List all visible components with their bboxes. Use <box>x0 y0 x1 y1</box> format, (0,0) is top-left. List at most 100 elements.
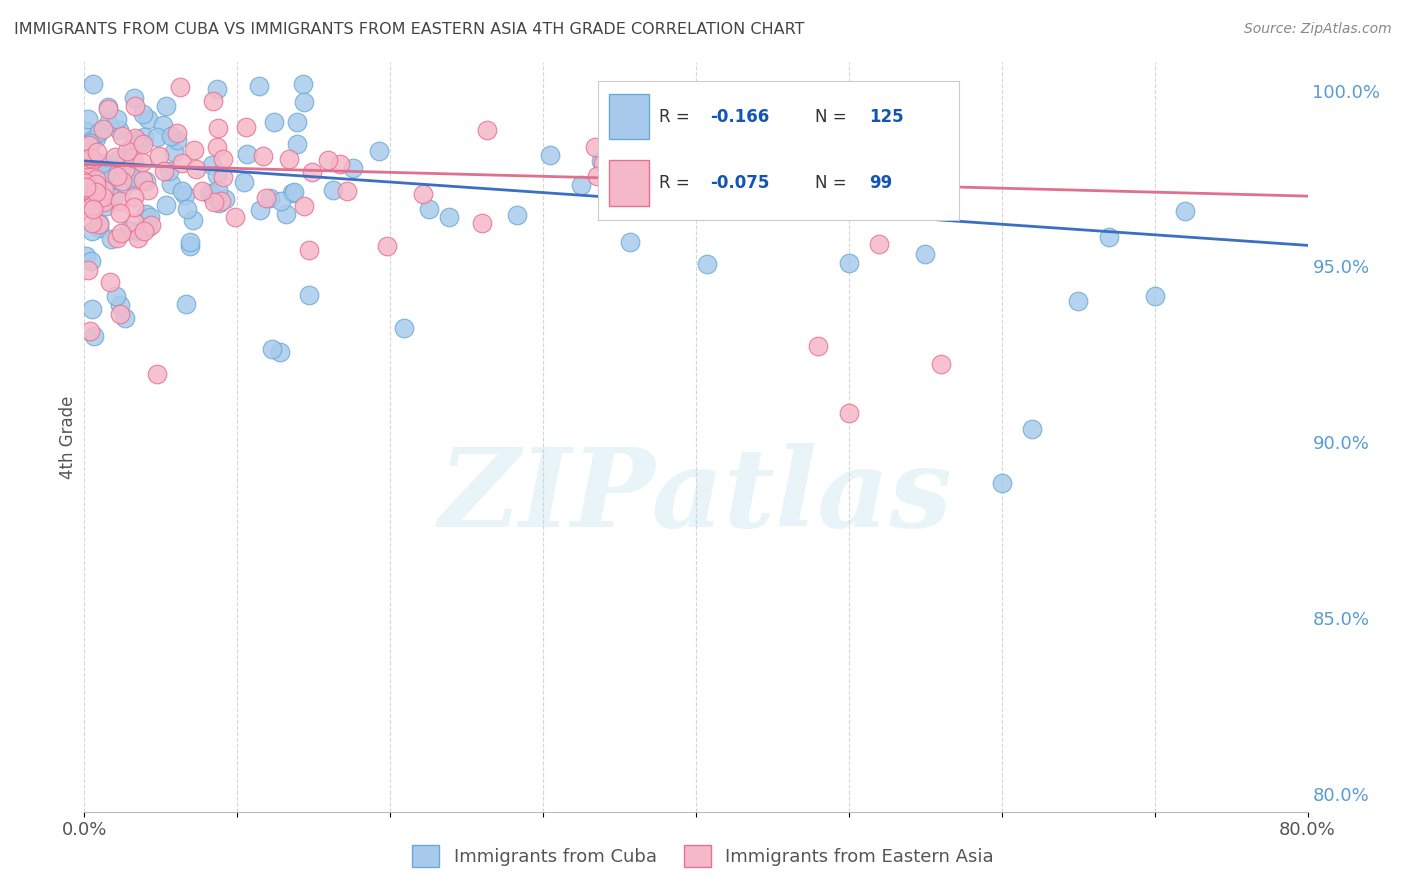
Point <box>368 144 391 158</box>
Point <box>269 345 291 359</box>
Point <box>79 136 101 151</box>
Point <box>139 219 162 233</box>
Point <box>103 191 125 205</box>
Point <box>191 184 214 198</box>
Legend: Immigrants from Cuba, Immigrants from Eastern Asia: Immigrants from Cuba, Immigrants from Ea… <box>405 838 1001 874</box>
Point <box>202 195 225 210</box>
Point <box>174 188 197 202</box>
Point <box>201 95 224 109</box>
Point <box>136 184 159 198</box>
Point <box>224 210 246 224</box>
Point <box>105 169 128 184</box>
Point <box>135 174 157 188</box>
Point <box>1098 230 1121 244</box>
Point <box>108 122 131 136</box>
Point <box>98 167 121 181</box>
Point <box>124 190 146 204</box>
Point <box>87 125 110 139</box>
Point <box>166 134 188 148</box>
Point <box>232 175 254 189</box>
Point <box>283 185 305 199</box>
Point <box>105 112 128 126</box>
Point <box>93 183 115 197</box>
Point <box>211 152 233 166</box>
Point <box>77 194 100 208</box>
Point <box>101 161 124 176</box>
Point <box>157 164 180 178</box>
Point <box>292 95 315 109</box>
Point <box>569 178 592 192</box>
Point <box>146 367 169 381</box>
Point <box>97 102 120 116</box>
Point <box>322 183 344 197</box>
Point <box>110 298 132 312</box>
Point <box>392 320 415 334</box>
Point <box>375 239 398 253</box>
Point <box>179 239 201 253</box>
Point <box>591 154 613 169</box>
Point <box>96 199 118 213</box>
Point <box>79 157 101 171</box>
Point <box>163 145 186 160</box>
Point <box>179 235 201 250</box>
Point <box>87 216 110 230</box>
Point <box>696 256 718 270</box>
Point <box>75 249 97 263</box>
Point <box>97 116 120 130</box>
Point <box>628 145 651 159</box>
Point <box>105 231 128 245</box>
Point <box>82 77 104 91</box>
Point <box>82 194 104 208</box>
Point <box>209 194 232 208</box>
Point <box>152 118 174 132</box>
Point <box>136 112 159 126</box>
Point <box>97 174 120 188</box>
Point <box>108 194 131 208</box>
Point <box>89 221 111 235</box>
Point <box>247 78 270 93</box>
Point <box>89 217 111 231</box>
Point <box>75 155 97 169</box>
Point <box>207 120 229 135</box>
Point <box>654 142 676 156</box>
Point <box>298 244 321 258</box>
Point <box>249 202 271 217</box>
Point <box>201 187 224 202</box>
Point <box>75 179 97 194</box>
Point <box>316 153 339 167</box>
Point <box>122 90 145 104</box>
Point <box>929 357 952 371</box>
Point <box>184 162 207 177</box>
Point <box>80 224 103 238</box>
Point <box>114 158 136 172</box>
Point <box>84 131 107 145</box>
Point <box>79 324 101 338</box>
Point <box>86 172 108 186</box>
Point <box>80 199 103 213</box>
Point <box>104 150 127 164</box>
Point <box>716 202 738 217</box>
Point <box>121 169 143 184</box>
Point <box>114 162 136 177</box>
Point <box>91 156 114 170</box>
Text: ZIPatlas: ZIPatlas <box>439 443 953 550</box>
Point <box>91 187 114 202</box>
Point <box>118 223 141 237</box>
Point <box>124 131 146 145</box>
Point <box>329 156 352 170</box>
Point <box>124 174 146 188</box>
Text: Source: ZipAtlas.com: Source: ZipAtlas.com <box>1244 22 1392 37</box>
Point <box>76 162 98 177</box>
Point <box>807 339 830 353</box>
Point <box>292 77 315 91</box>
Point <box>1021 422 1043 436</box>
Point <box>131 155 153 169</box>
Point <box>716 185 738 199</box>
Text: IMMIGRANTS FROM CUBA VS IMMIGRANTS FROM EASTERN ASIA 4TH GRADE CORRELATION CHART: IMMIGRANTS FROM CUBA VS IMMIGRANTS FROM … <box>14 22 804 37</box>
Point <box>75 172 97 186</box>
Point <box>471 216 494 230</box>
Point <box>869 236 891 251</box>
Point <box>619 235 641 249</box>
Point <box>166 127 188 141</box>
Point <box>82 152 104 166</box>
